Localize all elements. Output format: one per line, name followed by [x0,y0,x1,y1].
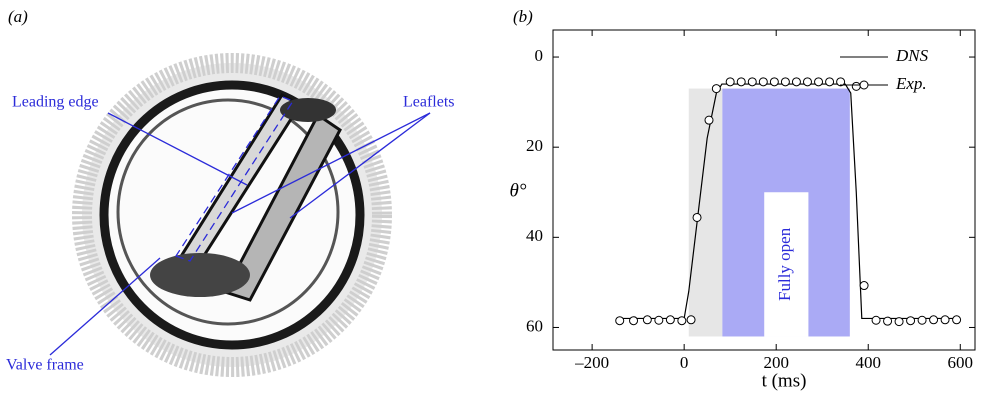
annotation: Leaflets [403,94,455,111]
y-tick-label: 20 [526,136,543,155]
marker [894,317,904,327]
legend-marker [859,80,869,90]
marker [736,77,746,87]
marker [654,315,664,325]
marker [780,77,790,87]
x-axis-label: t (ms) [762,370,807,391]
annotation-line [289,112,431,219]
marker [952,315,962,325]
x-tick-label: 400 [855,353,881,372]
marker [642,315,652,325]
region [688,88,723,337]
marker [725,77,735,87]
marker [836,77,846,87]
panel-b: (b) Fully open –200 0 200 400 600 0 20 40 60 t (ms… [510,7,976,391]
marker [929,315,939,325]
marker [859,281,869,291]
legend-label: DNS [895,46,929,65]
annotation: Valve frame [6,357,84,374]
x-tick-label: 200 [763,353,789,372]
marker [802,77,812,87]
frame-strut [280,98,336,122]
marker [940,315,950,325]
marker [665,315,675,325]
x-tick-label: 600 [948,353,974,372]
region-label: Fully open [775,227,794,301]
valve-inner [116,98,340,326]
marker [747,77,757,87]
region [764,192,809,337]
marker [871,315,881,325]
marker [629,316,639,326]
annotation-line [231,112,431,214]
annotation-line [49,257,161,356]
marker [692,212,702,222]
marker [906,316,916,326]
frame-strut [150,253,250,297]
y-tick-label: 40 [526,226,543,245]
marker [883,316,893,326]
marker [704,115,714,125]
annotation-line [107,112,248,186]
marker [814,77,824,87]
marker [758,77,768,87]
marker [686,315,696,325]
panel-label: (b) [513,7,533,26]
marker [825,77,835,87]
y-axis-label: θ° [510,180,527,201]
plot-frame [552,29,976,351]
marker [791,77,801,87]
marker [917,315,927,325]
panel-label: (a) [8,7,28,26]
annotation: Leading edge [12,94,99,111]
marker [615,316,625,326]
marker [677,316,687,326]
panel-a: (a) Leading edge Leaflets Valve frame [6,7,455,377]
marker [769,77,779,87]
marker [711,84,721,94]
y-tick-label: 0 [535,46,544,65]
leaflet [222,112,342,302]
legend-label: Exp. [895,74,927,93]
x-tick-label: 0 [680,353,689,372]
x-tick-label: –200 [574,353,609,372]
marker [851,81,861,91]
y-tick-label: 60 [526,316,543,335]
